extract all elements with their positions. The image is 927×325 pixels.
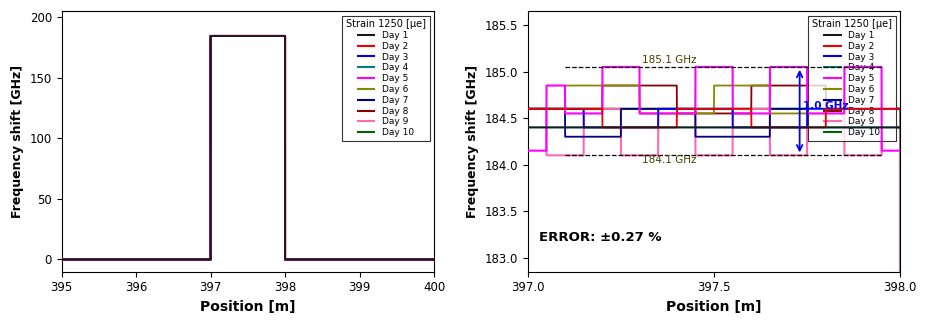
Text: ERROR: ±0.27 %: ERROR: ±0.27 % [539,231,661,244]
Y-axis label: Frequency shift [GHz]: Frequency shift [GHz] [11,65,24,218]
Legend: Day 1, Day 2, Day 3, Day 4, Day 5, Day 6, Day 7, Day 8, Day 9, Day 10: Day 1, Day 2, Day 3, Day 4, Day 5, Day 6… [807,16,895,141]
Text: 1.0 GHz: 1.0 GHz [803,101,848,111]
X-axis label: Position [m]: Position [m] [200,300,296,314]
Legend: Day 1, Day 2, Day 3, Day 4, Day 5, Day 6, Day 7, Day 8, Day 9, Day 10: Day 1, Day 2, Day 3, Day 4, Day 5, Day 6… [342,16,429,141]
Text: 184.1 GHz: 184.1 GHz [641,155,696,165]
Text: 185.1 GHz: 185.1 GHz [641,55,696,65]
X-axis label: Position [m]: Position [m] [666,300,761,314]
Y-axis label: Frequency shift [GHz]: Frequency shift [GHz] [465,65,478,218]
